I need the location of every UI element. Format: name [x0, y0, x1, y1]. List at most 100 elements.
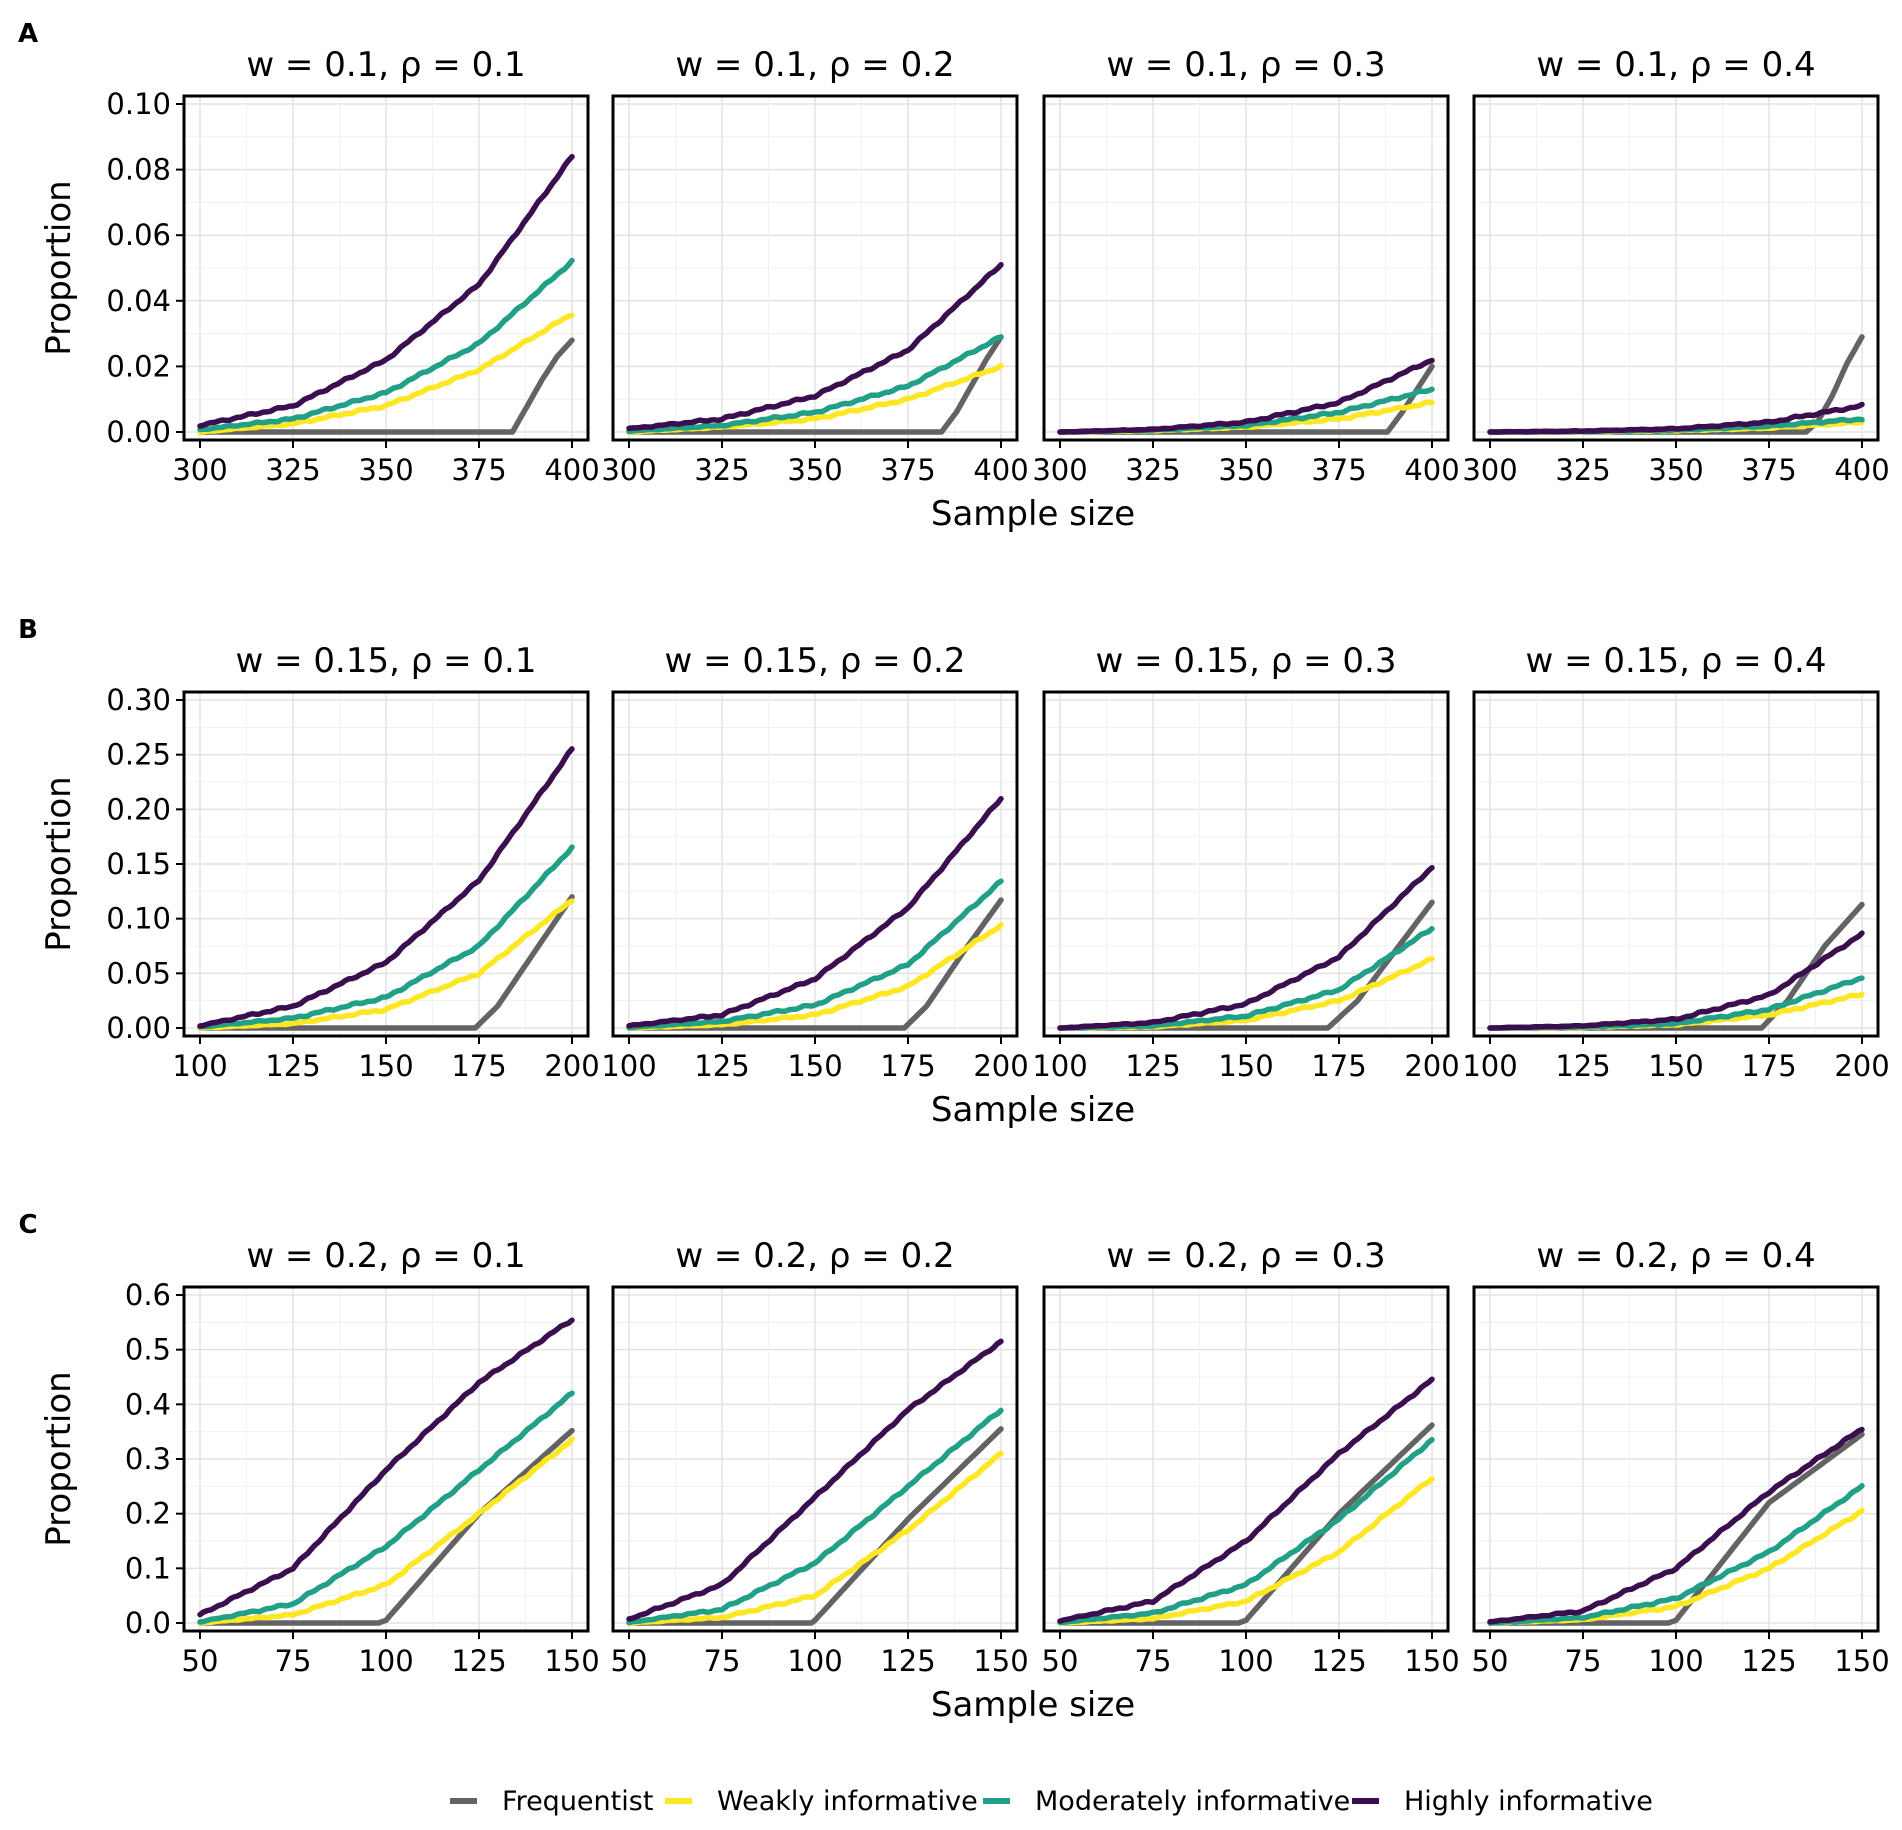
y-tick-label: 0.1: [125, 1551, 171, 1585]
x-tick-label: 100: [1462, 1049, 1517, 1083]
x-tick-label: 200: [544, 1049, 599, 1083]
series-line-moderately-informative: [626, 334, 1004, 435]
x-tick-label: 200: [1834, 1049, 1889, 1083]
x-tick-label: 375: [1741, 453, 1796, 487]
x-tick-label: 125: [265, 1049, 320, 1083]
legend-label: Highly informative: [1404, 1786, 1653, 1817]
x-tick-label: 350: [358, 453, 413, 487]
series-line-highly-informative: [197, 1317, 575, 1618]
facet-title: w = 0.15, ρ = 0.2: [665, 641, 966, 681]
series-line-weakly-informative: [197, 898, 575, 1031]
x-tick-label: 325: [1125, 453, 1180, 487]
y-tick-label: 0.3: [125, 1442, 171, 1476]
facet-title: w = 0.1, ρ = 0.2: [675, 45, 954, 85]
facet-title: w = 0.15, ρ = 0.1: [236, 641, 537, 681]
series-line-highly-informative: [626, 1338, 1004, 1622]
x-tick-label: 300: [601, 453, 656, 487]
series-line-weakly-informative: [626, 1450, 1004, 1626]
series-line-moderately-informative: [1057, 1436, 1435, 1626]
x-tick-label: 175: [880, 1049, 935, 1083]
series-line-moderately-informative: [626, 1407, 1004, 1626]
y-tick-label: 0.04: [106, 284, 171, 318]
facet-title: w = 0.1, ρ = 0.1: [246, 45, 525, 85]
legend-label: Frequentist: [502, 1786, 653, 1817]
series-line-moderately-informative: [197, 1390, 575, 1625]
y-tick-label: 0.30: [106, 683, 171, 717]
x-tick-label: 325: [694, 453, 749, 487]
facet-title: w = 0.15, ρ = 0.4: [1526, 641, 1827, 681]
series-line-weakly-informative: [197, 312, 575, 435]
facet-title: w = 0.1, ρ = 0.3: [1106, 45, 1385, 85]
panel-letter: C: [18, 1210, 37, 1240]
x-tick-label: 400: [973, 453, 1028, 487]
series-line-frequentist: [197, 337, 575, 435]
y-tick-label: 0.00: [106, 1011, 171, 1045]
series-line-moderately-informative: [1487, 1483, 1865, 1626]
x-tick-label: 300: [1462, 453, 1517, 487]
x-tick-label: 150: [1218, 1049, 1273, 1083]
x-tick-label: 175: [1741, 1049, 1796, 1083]
x-tick-label: 100: [172, 1049, 227, 1083]
x-tick-label: 150: [358, 1049, 413, 1083]
x-tick-label: 300: [1032, 453, 1087, 487]
y-tick-label: 0.4: [125, 1387, 171, 1421]
x-axis-label: Sample size: [931, 1090, 1135, 1130]
x-tick-label: 150: [973, 1644, 1028, 1678]
x-tick-label: 150: [1834, 1644, 1889, 1678]
x-tick-label: 375: [880, 453, 935, 487]
y-tick-label: 0.0: [125, 1606, 171, 1640]
y-tick-label: 0.08: [106, 153, 171, 187]
y-axis-label: Proportion: [39, 180, 79, 355]
series-line-highly-informative: [1487, 930, 1865, 1031]
x-tick-label: 350: [787, 453, 842, 487]
series-line-highly-informative: [626, 795, 1004, 1029]
x-tick-label: 175: [451, 1049, 506, 1083]
x-tick-label: 75: [275, 1644, 312, 1678]
facet-title: w = 0.2, ρ = 0.4: [1536, 1236, 1815, 1276]
y-tick-label: 0.2: [125, 1497, 171, 1531]
y-tick-label: 0.10: [106, 902, 171, 936]
facet-title: w = 0.2, ρ = 0.3: [1106, 1236, 1385, 1276]
series-line-highly-informative: [197, 746, 575, 1029]
x-tick-label: 100: [1032, 1049, 1087, 1083]
x-tick-label: 125: [880, 1644, 935, 1678]
x-tick-label: 75: [1565, 1644, 1602, 1678]
x-tick-label: 100: [1648, 1644, 1703, 1678]
x-tick-label: 75: [1135, 1644, 1172, 1678]
facet-title: w = 0.2, ρ = 0.2: [675, 1236, 954, 1276]
y-tick-label: 0.6: [125, 1278, 171, 1312]
series-line-highly-informative: [626, 261, 1004, 432]
x-tick-label: 125: [451, 1644, 506, 1678]
x-tick-label: 150: [1648, 1049, 1703, 1083]
legend-label: Moderately informative: [1035, 1786, 1350, 1817]
x-tick-label: 175: [1311, 1049, 1366, 1083]
series-line-frequentist: [626, 1426, 1004, 1626]
series-line-highly-informative: [197, 153, 575, 429]
x-tick-label: 125: [1311, 1644, 1366, 1678]
y-tick-label: 0.00: [106, 415, 171, 449]
x-tick-label: 100: [601, 1049, 656, 1083]
x-tick-label: 325: [265, 453, 320, 487]
series-line-frequentist: [197, 894, 575, 1031]
x-tick-label: 50: [1042, 1644, 1079, 1678]
x-tick-label: 350: [1648, 453, 1703, 487]
x-tick-label: 125: [694, 1049, 749, 1083]
series-line-highly-informative: [1057, 864, 1435, 1031]
facet-title: w = 0.1, ρ = 0.4: [1536, 45, 1815, 85]
panel-letter: A: [18, 19, 38, 49]
x-tick-label: 400: [1404, 453, 1459, 487]
series-line-highly-informative: [1057, 357, 1435, 435]
x-tick-label: 300: [172, 453, 227, 487]
x-tick-label: 50: [182, 1644, 219, 1678]
y-axis-label: Proportion: [39, 776, 79, 951]
panel-letter: B: [18, 615, 38, 645]
x-tick-label: 125: [1125, 1049, 1180, 1083]
y-axis-label: Proportion: [39, 1371, 79, 1546]
series-line-highly-informative: [1057, 1376, 1435, 1624]
series-line-frequentist: [1057, 1422, 1435, 1626]
x-axis-label: Sample size: [931, 494, 1135, 534]
x-tick-label: 400: [544, 453, 599, 487]
x-tick-label: 200: [973, 1049, 1028, 1083]
facet-title: w = 0.15, ρ = 0.3: [1096, 641, 1397, 681]
y-tick-label: 0.10: [106, 87, 171, 121]
